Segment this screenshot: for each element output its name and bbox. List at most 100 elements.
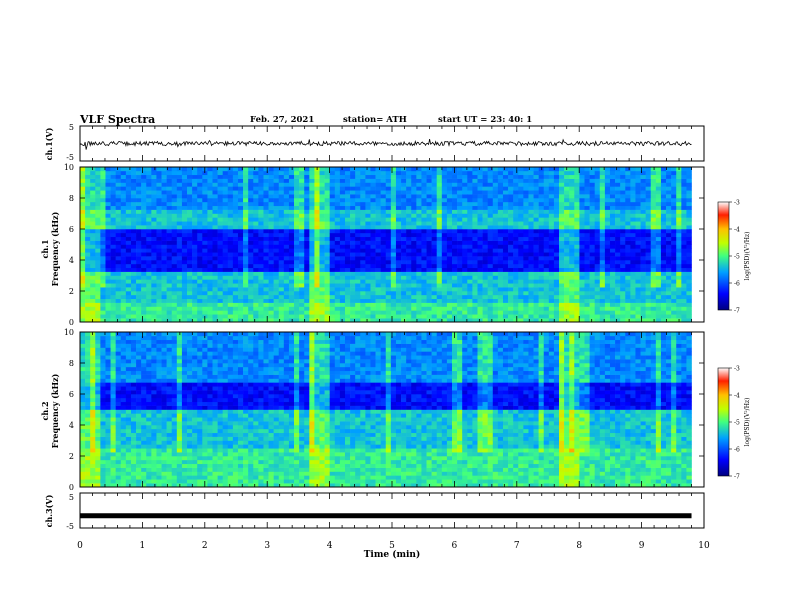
spectrogram-cell — [492, 248, 499, 253]
spectrogram-cell — [370, 174, 376, 179]
spectrogram-cell — [660, 314, 667, 319]
spectrogram-cell — [105, 205, 111, 210]
spectrogram-cell — [467, 194, 473, 199]
spectrogram-cell — [589, 291, 595, 296]
spectrogram-cell — [365, 263, 371, 269]
spectrogram-cell — [324, 275, 331, 280]
spectrogram-cell — [604, 182, 611, 187]
spectrogram-cell — [635, 194, 641, 199]
spectrogram-cell — [421, 283, 427, 288]
spectrogram-cell — [253, 221, 259, 226]
spectrogram-cell — [355, 248, 361, 253]
spectrogram-cell — [85, 471, 91, 476]
spectrogram-cell — [416, 205, 422, 210]
spectrogram-cell — [314, 209, 320, 214]
spectrogram-cell — [523, 287, 529, 292]
spectrogram-cell — [222, 310, 229, 315]
spectrogram-cell — [350, 225, 356, 230]
spectrogram-cell — [304, 194, 310, 199]
spectrogram-cell — [599, 236, 606, 241]
spectrogram-cell — [85, 343, 91, 348]
spectrogram-cell — [441, 248, 448, 253]
spectrogram-cell — [85, 382, 91, 387]
spectrogram-cell — [395, 318, 402, 323]
spectrogram-cell — [294, 263, 300, 269]
spectrogram-cell — [650, 314, 657, 319]
spectrogram-cell — [309, 186, 315, 191]
spectrogram-cell — [85, 425, 91, 430]
spectrogram-cell — [151, 294, 157, 300]
spectrogram-cell — [548, 271, 555, 276]
spectrogram-cell — [304, 271, 310, 276]
spectrogram-cell — [452, 302, 458, 307]
spectrogram-cell — [324, 248, 331, 253]
spectrogram-cell — [309, 302, 315, 307]
spectrogram-cell — [329, 198, 336, 203]
spectrogram-cell — [462, 236, 468, 241]
spectrogram-cell — [360, 294, 366, 300]
spectrogram-cell — [574, 314, 580, 319]
spectrogram-cell — [385, 236, 392, 241]
spectrogram-cell — [146, 240, 152, 245]
spectrogram-cell — [166, 310, 173, 315]
spectrogram-cell — [243, 306, 249, 311]
spectrogram-cell — [319, 318, 325, 323]
spectrogram-cell — [237, 260, 244, 265]
spectrogram-cell — [80, 351, 86, 356]
spectrogram-cell — [344, 186, 351, 191]
spectrogram-cell — [237, 287, 244, 292]
spectrogram-cell — [487, 240, 494, 245]
spectrogram-cell — [513, 294, 519, 300]
spectrogram-cell — [283, 298, 290, 303]
spectrogram-cell — [80, 244, 86, 249]
spectrogram-cell — [553, 314, 560, 319]
spectrogram-cell — [125, 174, 132, 179]
spectrogram-cell — [559, 213, 565, 218]
spectrogram-cell — [467, 263, 473, 269]
spectrogram-cell — [482, 213, 488, 218]
spectrogram-cell — [350, 306, 356, 311]
spectrogram-cell — [110, 271, 116, 276]
spectrogram-cell — [467, 236, 473, 241]
spectrogram-cell — [171, 232, 178, 238]
spectrogram-cell — [543, 287, 550, 292]
spectrogram-cell — [426, 314, 432, 319]
spectrogram-cell — [594, 174, 601, 179]
spectrogram-cell — [243, 186, 249, 191]
spectrogram-cell — [227, 279, 234, 284]
spectrogram-cell — [564, 306, 570, 311]
spectrogram-cell — [253, 182, 259, 187]
spectrogram-cell — [294, 213, 300, 218]
spectrogram-cell — [319, 314, 325, 319]
spectrogram-cell — [80, 479, 86, 484]
spectrogram-cell — [579, 213, 585, 218]
spectrogram-cell — [375, 229, 381, 234]
spectrogram-cell — [594, 302, 601, 307]
spectrogram-cell — [227, 271, 234, 276]
spectrogram-cell — [324, 271, 331, 276]
spectrogram-cell — [655, 306, 662, 311]
spectrogram-cell — [350, 182, 356, 187]
spectrogram-cell — [462, 267, 468, 272]
spectrogram-cell — [248, 287, 254, 292]
spectrogram-cell — [457, 194, 463, 199]
spectrogram-cell — [258, 310, 264, 315]
spectrogram-cell — [314, 225, 320, 230]
spectrogram-cell — [564, 263, 570, 269]
spectrogram-cell — [482, 260, 488, 265]
spectrogram-cell — [136, 302, 142, 307]
spectrogram-cell — [222, 263, 229, 269]
spectrogram-cell — [151, 186, 157, 191]
spectrogram-cell — [141, 279, 147, 284]
spectrogram-cell — [243, 170, 249, 176]
spectrogram-cell — [467, 186, 473, 191]
spectrogram-cell — [334, 209, 341, 214]
spectrogram-cell — [625, 225, 631, 230]
spectrogram-cell — [309, 263, 315, 269]
spectrogram-cell — [401, 318, 407, 323]
spectrogram-cell — [339, 225, 346, 230]
spectrogram-cell — [166, 283, 173, 288]
spectrogram-cell — [431, 271, 438, 276]
spectrogram-cell — [136, 167, 142, 172]
spectrogram-cell — [508, 174, 514, 179]
